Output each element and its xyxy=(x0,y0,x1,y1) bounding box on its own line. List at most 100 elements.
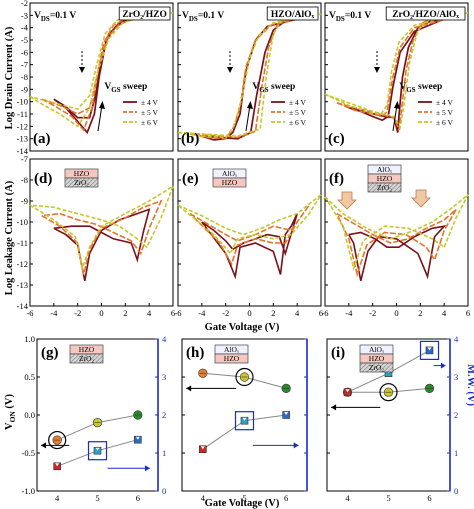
stack-layer-label: HZO xyxy=(74,169,90,178)
y-tick-label: -0.5 xyxy=(22,448,35,458)
x-tick-label: 4 xyxy=(55,493,60,503)
highlight-arrow xyxy=(337,191,357,210)
x-tick-label: 6 xyxy=(136,493,140,503)
x-tick-label: -2 xyxy=(222,308,229,318)
x-tick-label: -4 xyxy=(345,308,353,318)
y-tick-label: -8 xyxy=(21,72,28,82)
x-tick-label: 2 xyxy=(123,308,127,318)
material-title: ZrO₂/HZO/AlOₓ xyxy=(392,10,459,20)
x-tick-label: -6 xyxy=(26,308,33,318)
series-line-s6 xyxy=(324,194,469,271)
vds-annotation: VDS=0.1 V xyxy=(34,11,76,23)
von-axis-arrowhead xyxy=(331,404,337,411)
x-tick-label: 0 xyxy=(394,308,398,318)
vds-annotation: VDS=0.1 V xyxy=(182,11,224,23)
right-tick-label: 0 xyxy=(454,486,458,496)
y-tick-label: 0.0 xyxy=(24,410,35,420)
x-tick-label: 5 xyxy=(95,493,99,503)
sweep-arrow-up xyxy=(245,104,251,132)
x-tick-label: 4 xyxy=(345,493,350,503)
vgs-sweep-annotation: VGS sweep xyxy=(104,82,147,94)
right-tick-label: 1 xyxy=(454,448,458,458)
stack-layer-label: HZO xyxy=(222,178,238,187)
x-tick-label: 4 xyxy=(442,308,447,318)
stack-layer-label: HZO xyxy=(224,354,240,363)
right-tick-label: 4 xyxy=(454,334,459,344)
x-tick-label: 2 xyxy=(418,308,422,318)
series-line-s5 xyxy=(189,15,310,140)
panel-label: (b) xyxy=(181,131,199,147)
panel-layer: -14 -13 -12 -11 -10 -9 -8 -7 -6 -5 -4 -3 -2 VDS=0.1 V… xyxy=(4,0,474,503)
sweep-arrow-up xyxy=(97,104,103,132)
y-tick-label: -13 xyxy=(17,280,28,290)
legend-label-s6: ± 6 V xyxy=(436,118,453,127)
stack-layer-label: AlOₓ xyxy=(222,169,238,178)
right-tick-label: 3 xyxy=(454,372,458,382)
material-title: ZrO₂/HZO xyxy=(122,10,167,20)
y-tick-label: -4 xyxy=(21,23,29,33)
panel-b: VDS=0.1 V HZO/AlOₓ VGS sweep ± 4 V± 5 V± 6 … xyxy=(177,2,322,152)
stack-layer xyxy=(64,177,99,188)
y-tick-label: -7 xyxy=(21,60,28,70)
series-line-s5 xyxy=(189,204,310,266)
y-tick-label: -10 xyxy=(17,217,28,227)
x-tick-label: 6 xyxy=(466,308,470,318)
vds-annotation: VDS=0.1 V xyxy=(329,11,371,23)
y-tick-label: -12 xyxy=(17,121,28,131)
mw-errorbar xyxy=(55,463,60,467)
mw-highlight-box xyxy=(87,441,108,461)
mw-axis-arrowhead xyxy=(440,362,446,369)
y-tick-label: -14 xyxy=(17,301,29,311)
stack-layer-label: ZrO₂ xyxy=(369,363,384,372)
legend-label-s4: ± 4 V xyxy=(141,98,158,107)
y-tick-label: -9 xyxy=(21,196,28,206)
panel-label: (c) xyxy=(328,131,345,147)
series-line-s4 xyxy=(348,225,447,281)
stack-layer-label: ZrO₂ xyxy=(74,178,89,187)
right-tick-label: 3 xyxy=(162,372,166,382)
sweep-arrowhead-down xyxy=(374,67,380,73)
x-tick-label: 5 xyxy=(242,493,246,503)
y-tick-label: -11 xyxy=(17,109,28,119)
legend-label-s6: ± 6 V xyxy=(141,118,158,127)
y-tick-label: -12 xyxy=(17,259,28,269)
series-line-s6 xyxy=(29,184,175,272)
right-tick-label: 2 xyxy=(162,410,166,420)
sweep-arrowhead-up xyxy=(99,101,105,109)
stack-layer xyxy=(69,353,104,364)
material-title-box xyxy=(266,6,319,21)
y-tick-label: -6 xyxy=(21,47,28,57)
plot-frame xyxy=(29,2,174,152)
row1-y-label: Log Drain Current (A) xyxy=(4,26,15,129)
mw-errorbar xyxy=(242,417,247,421)
legend-label-s4: ± 4 V xyxy=(289,98,306,107)
stack-layer-label: ZrO₂ xyxy=(79,354,94,363)
right-tick-label: 4 xyxy=(162,334,167,344)
stack-layer-label: HZO xyxy=(377,174,393,183)
sweep-arrowhead-up xyxy=(247,101,253,109)
panel-label: (e) xyxy=(182,171,199,187)
y-tick-label: -14 xyxy=(17,146,29,156)
series-line-s5 xyxy=(41,199,163,275)
stack-layer-label: HZO xyxy=(369,354,385,363)
plot-frame xyxy=(177,2,322,152)
x-tick-label: -4 xyxy=(198,308,206,318)
y-tick-label: -2 xyxy=(21,0,28,8)
right-tick-label: 0 xyxy=(162,486,166,496)
x-tick-label: 6 xyxy=(319,308,323,318)
stack-layer xyxy=(367,182,402,193)
x-tick-label: 0 xyxy=(99,308,103,318)
sweep-arrow-up xyxy=(392,104,398,132)
row2-y-label: Log Leakage Current (A) xyxy=(4,180,15,295)
x-tick-label: 4 xyxy=(147,308,152,318)
series-line-s5 xyxy=(336,208,457,278)
row3-y-label-right: M.W. (V) xyxy=(465,364,474,406)
panel-a: -14 -13 -12 -11 -10 -9 -8 -7 -6 -5 -4 -3 -2 VDS=0.1 V… xyxy=(17,0,174,156)
y-tick-label: -9 xyxy=(21,84,28,94)
y-tick-label: -8 xyxy=(21,175,28,185)
row3-x-label: Gate Voltage (V) xyxy=(205,498,280,509)
